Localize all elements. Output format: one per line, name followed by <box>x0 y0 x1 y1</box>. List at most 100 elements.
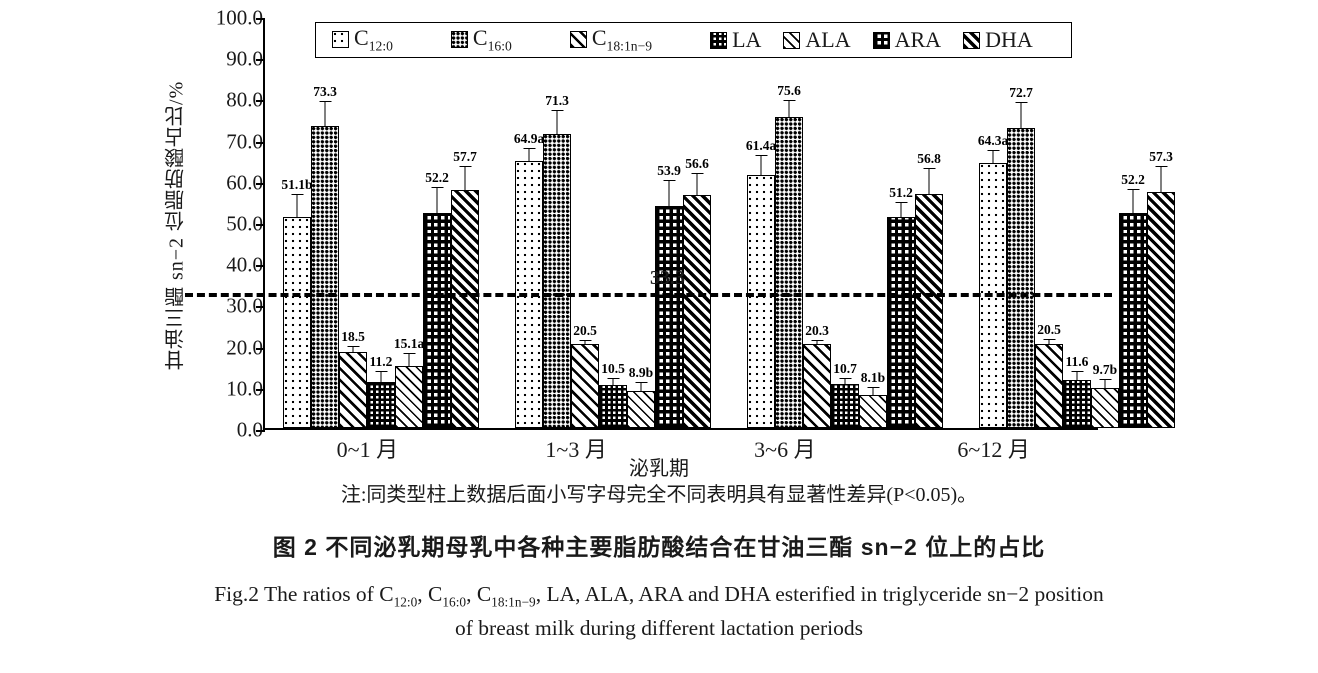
caption-en-line1: Fig.2 The ratios of C12:0, C16:0, C18:1n… <box>214 582 1104 610</box>
caption-en-line2: of breast milk during different lactatio… <box>455 616 863 641</box>
y-tick-label: 80.0 <box>226 87 263 112</box>
legend-item: C18:1n−9 <box>569 25 653 54</box>
caption-chinese: 图 2 不同泌乳期母乳中各种主要脂肪酸结合在甘油三酯 sn−2 位上的占比 <box>272 534 1046 560</box>
legend-item-label: C18:1n−9 <box>591 25 653 54</box>
bar-ARA: 51.2 <box>887 185 915 428</box>
error-bar <box>1155 165 1168 193</box>
error-bar <box>347 346 360 353</box>
bar-value-label: 8.1b <box>860 370 886 386</box>
error-bar <box>523 148 536 162</box>
bar-value-label: 72.7 <box>1009 85 1033 101</box>
y-tick-label: 30.0 <box>226 293 263 318</box>
bar-value-label: 64.9a <box>513 131 545 147</box>
legend-item-label: ARA <box>894 27 942 52</box>
bar-value-label: 18.5 <box>341 329 365 345</box>
error-bar <box>783 100 796 118</box>
bar-value-label: 56.8 <box>917 150 941 166</box>
bar-ALA: 9.7b <box>1091 362 1119 428</box>
legend-item: ALA <box>783 27 851 53</box>
bar-value-label: 20.3 <box>805 323 829 339</box>
y-tick-label: 0.0 <box>236 417 263 442</box>
y-tick-mark <box>256 182 265 185</box>
dha-swatch-icon <box>963 31 981 49</box>
error-bar <box>755 155 768 177</box>
error-bar <box>811 340 824 346</box>
y-tick-label: 100.0 <box>215 5 263 30</box>
y-tick-mark <box>256 224 265 226</box>
bar-value-label: 61.4a <box>745 138 777 154</box>
bar-groups: 51.1b 73.3 18.5 11.2 15.1a 52.2 57.7 64.9a 71.3 2… <box>265 18 1175 428</box>
bar-ALA: 8.9b <box>627 365 655 428</box>
error-bar <box>319 100 332 128</box>
bar-value-label: 11.2 <box>369 354 393 370</box>
legend-item-label: C12:0 <box>354 25 393 54</box>
error-bar <box>375 371 388 383</box>
x-axis-category-labels: 0~1 月 1~3 月 3~6 月 6~12 月 <box>263 432 1098 466</box>
bar-ALA: 15.1a <box>394 336 424 428</box>
bar-value-label: 56.6 <box>685 155 709 171</box>
legend-item-label: ALA <box>805 27 851 52</box>
legend-item: DHA <box>963 27 1033 53</box>
y-tick-label: 10.0 <box>226 376 263 401</box>
legend-item: C16:0 <box>450 25 512 54</box>
bar-value-label: 20.5 <box>1037 321 1061 337</box>
bar-group: 64.3a 72.7 20.5 11.6 9.7b 52.2 57.3 <box>961 18 1193 428</box>
bar-value-label: 53.9 <box>657 162 681 178</box>
y-axis-tick-labels: 100.0 90.0 80.0 70.0 60.0 50.0 40.0 30.0 20.0 10.… <box>185 0 263 450</box>
reference-line-33 <box>185 292 1112 297</box>
bar-LA: 11.6 <box>1063 354 1091 428</box>
bar-value-label: 64.3a <box>977 132 1009 148</box>
error-bar <box>987 149 1000 165</box>
x-category-label: 0~1 月 <box>336 437 399 462</box>
bar-C160: 75.6 <box>775 83 803 428</box>
bar-value-label: 51.1b <box>281 176 313 192</box>
error-bar <box>839 377 852 385</box>
bar-value-label: 15.1a <box>393 335 425 351</box>
error-bar <box>431 186 444 214</box>
bar-value-label: 71.3 <box>545 92 569 108</box>
legend-item-label: C16:0 <box>472 25 512 54</box>
y-tick-mark <box>256 59 265 62</box>
bar-LA: 11.2 <box>367 354 395 428</box>
c18-swatch-icon <box>569 31 587 49</box>
reference-line-label: 33.3 <box>650 266 685 289</box>
bar-value-label: 8.9b <box>628 365 654 381</box>
bar-C181n-9: 20.3 <box>803 323 831 428</box>
y-tick-mark <box>256 100 265 103</box>
y-tick-label: 20.0 <box>226 335 263 360</box>
error-bar <box>1043 338 1056 345</box>
bar-value-label: 52.2 <box>425 169 449 185</box>
bar-C120: 61.4a <box>746 138 776 428</box>
bar-C160: 72.7 <box>1007 85 1035 428</box>
error-bar <box>291 193 304 219</box>
bar-LA: 10.5 <box>599 361 627 428</box>
bar-value-label: 52.2 <box>1121 172 1145 188</box>
bar-value-label: 57.7 <box>453 148 477 164</box>
error-bar <box>1099 379 1112 390</box>
legend-item-label: DHA <box>985 27 1033 52</box>
bar-LA: 10.7 <box>831 361 859 428</box>
bar-ALA: 8.1b <box>859 370 887 428</box>
error-bar <box>635 382 648 393</box>
legend-item: C12:0 <box>332 25 393 54</box>
ara-swatch-icon <box>872 31 890 49</box>
x-category-label: 3~6 月 <box>754 437 816 462</box>
bar-ARA: 52.2 <box>1119 172 1147 428</box>
error-bar <box>607 378 620 386</box>
error-bar <box>459 165 472 192</box>
y-tick-mark <box>256 430 265 432</box>
bar-value-label: 51.2 <box>889 185 913 201</box>
bar-C181n-9: 18.5 <box>339 329 367 428</box>
x-axis-title: 泌乳期 <box>629 458 689 480</box>
bar-value-label: 9.7b <box>1092 362 1118 378</box>
c12-swatch-icon <box>332 31 349 49</box>
error-bar <box>1127 189 1140 214</box>
bar-DHA: 56.6 <box>683 156 711 428</box>
y-tick-label: 70.0 <box>226 129 263 154</box>
error-bar <box>1071 371 1084 382</box>
bar-DHA: 57.7 <box>451 149 479 428</box>
bar-ARA: 52.2 <box>423 170 451 428</box>
y-tick-mark <box>256 265 265 268</box>
bar-value-label: 57.3 <box>1149 148 1173 164</box>
error-bar <box>923 167 936 195</box>
